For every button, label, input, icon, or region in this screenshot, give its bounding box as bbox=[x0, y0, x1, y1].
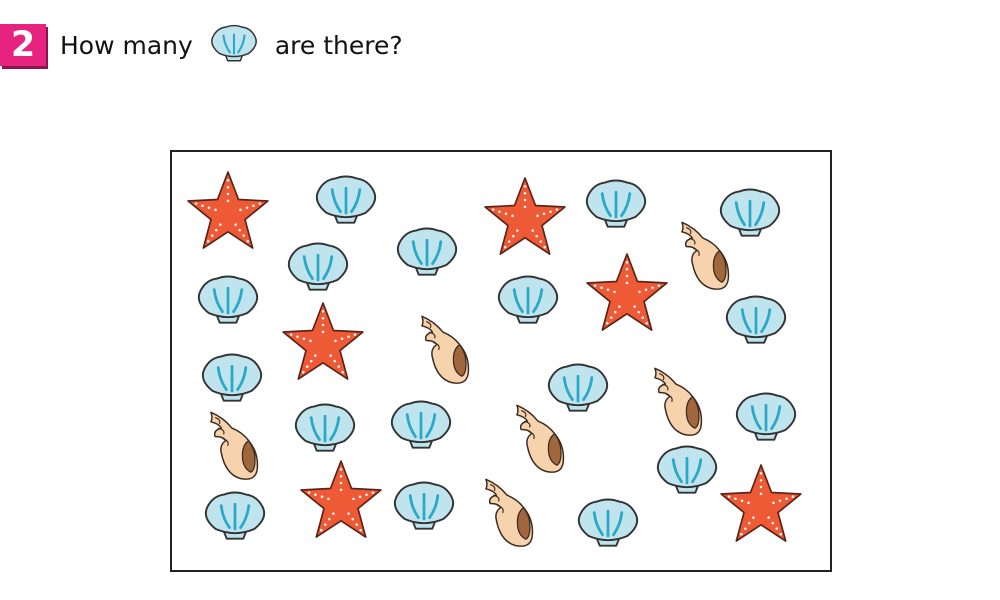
starfish-icon bbox=[586, 253, 668, 331]
scallop-shell-icon bbox=[547, 363, 609, 412]
scallop-shell-icon bbox=[735, 392, 797, 441]
scallop-shell-icon bbox=[294, 403, 356, 452]
conch-shell-icon bbox=[516, 404, 565, 473]
scallop-shell-icon bbox=[577, 498, 639, 547]
scallop-shell-icon bbox=[719, 188, 781, 237]
counting-picture bbox=[170, 150, 832, 572]
inline-shell-shape bbox=[210, 24, 257, 62]
scallop-shell-icon bbox=[725, 295, 787, 344]
counting-picture-canvas bbox=[187, 171, 802, 547]
conch-shell-icon bbox=[210, 411, 259, 480]
starfish-icon bbox=[187, 171, 269, 249]
question-number-badge: 2 bbox=[0, 24, 46, 66]
scallop-shell-icon bbox=[393, 481, 455, 530]
scallop-shell-icon bbox=[210, 24, 257, 62]
scallop-shell-icon bbox=[287, 242, 349, 291]
question-text: How many are there? bbox=[60, 22, 403, 68]
scallop-shell-icon bbox=[315, 175, 377, 224]
starfish-icon bbox=[282, 302, 364, 380]
scallop-shell-icon bbox=[396, 227, 458, 276]
starfish-icon bbox=[300, 460, 382, 538]
conch-shell-icon bbox=[681, 221, 730, 290]
conch-shell-icon bbox=[485, 478, 534, 547]
starfish-icon bbox=[484, 177, 566, 255]
conch-shell-icon bbox=[421, 315, 470, 384]
question-text-before: How many bbox=[60, 30, 193, 60]
starfish-icon bbox=[720, 464, 802, 542]
scallop-shell-icon bbox=[390, 400, 452, 449]
scallop-shell-icon bbox=[201, 353, 263, 402]
question-text-after: are there? bbox=[274, 30, 403, 60]
scallop-shell-icon bbox=[656, 445, 718, 494]
scallop-shell-icon bbox=[197, 275, 259, 324]
conch-shell-icon bbox=[654, 367, 703, 436]
scallop-shell-icon bbox=[585, 179, 647, 228]
scallop-shell-icon bbox=[204, 491, 266, 540]
scallop-shell-icon bbox=[497, 275, 559, 324]
